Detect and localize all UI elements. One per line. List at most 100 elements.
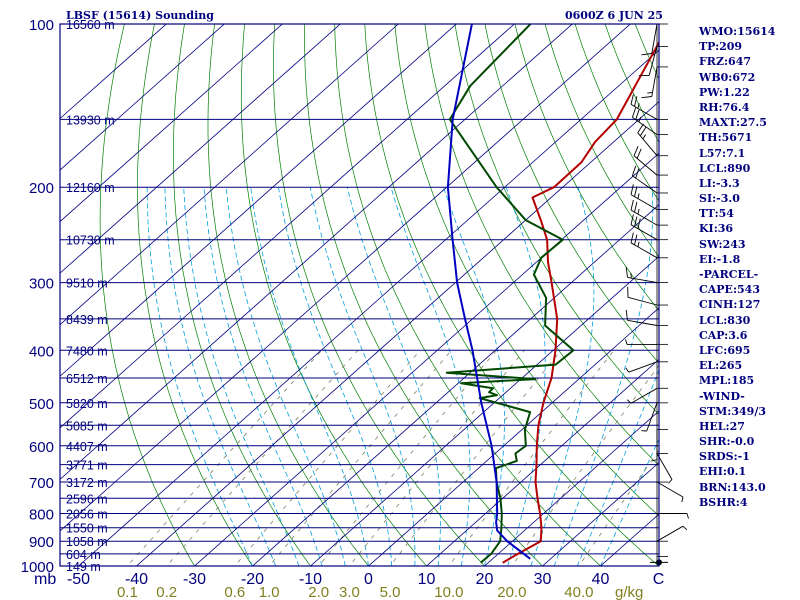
stat-item: WB0:672 <box>699 70 756 84</box>
moist-adiabat-line <box>275 565 277 566</box>
height-label: 5085 m <box>66 419 108 433</box>
stat-item: EI:-1.8 <box>699 252 741 266</box>
isotherm-line <box>60 24 515 429</box>
wind-barb <box>637 123 658 156</box>
pressure-tick-label: 300 <box>29 276 54 293</box>
temperature-tick-label: -10 <box>299 571 322 588</box>
temperature-tick-label: 20 <box>476 571 494 588</box>
stat-item: BRN:143.0 <box>699 480 766 494</box>
parcel-trace <box>446 24 531 560</box>
height-labels: 16560 m 13930 m 12160 m 10730 m 9510 m 8439 m… <box>66 18 115 574</box>
pressure-tick-label: 500 <box>29 396 54 413</box>
pressure-tick-label: 1000 <box>21 559 54 576</box>
height-label: 149 m <box>66 560 101 574</box>
stat-item: BSHR:4 <box>699 495 748 509</box>
isotherms <box>60 24 659 566</box>
stat-item: MAXT:27.5 <box>699 116 767 130</box>
isotherm-line <box>541 461 659 566</box>
stat-item: WMO:15614 <box>699 25 776 38</box>
mixing-ratio-label: 40.0 <box>564 584 593 600</box>
moist-adiabat-line <box>250 187 369 566</box>
isotherm-line <box>77 49 659 566</box>
plot-background <box>60 24 659 566</box>
stat-item: STM:349/3 <box>699 404 766 418</box>
wind-barb <box>626 387 658 404</box>
isotherm-line <box>425 358 659 566</box>
stat-item: -WIND- <box>699 389 745 403</box>
wind-barb <box>630 232 658 259</box>
temperature-tick-label: 30 <box>534 571 552 588</box>
wind-barb <box>651 429 658 462</box>
stat-item: EHI:0.1 <box>699 465 747 479</box>
mixing-ratio-label: 0.6 <box>224 584 245 600</box>
wind-barb <box>625 339 657 345</box>
index-list: WMO:15614 TP:209 FRZ:647 WB0:672 PW:1.22 RH:7… <box>699 24 799 510</box>
height-label: 4407 m <box>66 440 108 454</box>
isotherm-line <box>483 410 659 566</box>
wind-barb <box>638 46 658 77</box>
mixing-ratio-labels: 0.1 0.2 0.6 1.0 2.0 3.0 5.0 10.0 20.0 40.0 g/kg <box>117 584 643 600</box>
stat-item: LCL:830 <box>699 313 751 327</box>
mixing-ratio-line <box>448 350 615 566</box>
moist-adiabat-line <box>391 565 393 566</box>
pressure-tick-label: 700 <box>29 475 54 492</box>
isotherm-line <box>60 24 225 171</box>
pressure-labels: 100 200 300 400 500 600 700 800 900 1000 <box>21 17 54 576</box>
temperature-tick-label: -50 <box>67 571 90 588</box>
wind-barb <box>641 23 658 56</box>
temperature-tick-label: 0 <box>364 571 373 588</box>
isotherm-line <box>309 255 659 566</box>
wind-barb <box>625 361 658 373</box>
height-label: 7480 m <box>66 344 108 358</box>
height-label: 12160 m <box>66 181 115 195</box>
pressure-tick-label: 600 <box>29 439 54 456</box>
moist-adiabat-line <box>437 565 439 566</box>
wind-barb <box>641 66 658 99</box>
height-label: 10730 m <box>66 234 115 248</box>
temperature-tick-label: -30 <box>183 571 206 588</box>
temperature-tick-label: -40 <box>125 571 148 588</box>
moist-adiabat-line <box>530 187 595 566</box>
plot-frame <box>59 23 660 567</box>
wind-barb <box>630 184 658 210</box>
isotherm-line <box>60 24 631 532</box>
pressure-tick-label: 400 <box>29 343 54 360</box>
stat-item: LFC:695 <box>699 343 751 357</box>
stat-item: CAP:3.6 <box>699 328 748 342</box>
moist-adiabat-line <box>530 565 531 566</box>
mixing-ratio-line <box>578 449 659 566</box>
moist-adiabat-line <box>345 565 346 566</box>
wind-barb <box>630 199 658 226</box>
height-label: 9510 m <box>66 277 108 291</box>
mixing-ratio-line <box>234 350 421 566</box>
isotherm-line <box>60 24 283 223</box>
wind-profile <box>625 23 689 566</box>
wind-barb <box>633 146 658 176</box>
height-label: 3771 m <box>66 459 108 473</box>
height-label: 16560 m <box>66 18 115 32</box>
temperature-tick-label: 10 <box>418 571 436 588</box>
mixing-ratio-label: 0.1 <box>117 584 138 600</box>
stat-item: TP:209 <box>699 40 743 54</box>
valid-time: 0600Z 6 JUN 25 <box>565 9 663 22</box>
mixing-ratio-label: 5.0 <box>380 584 401 600</box>
temperature-tick-label: -20 <box>241 571 264 588</box>
stat-item: CINH:127 <box>699 298 761 312</box>
wind-barb <box>641 402 658 432</box>
wind-barb <box>625 309 658 326</box>
wind-barb <box>630 94 658 120</box>
pressure-tick-label: 900 <box>29 534 54 551</box>
height-label: 5820 m <box>66 397 108 411</box>
moist-adiabat-line <box>576 565 578 566</box>
mixing-ratio-label: 10.0 <box>434 584 463 600</box>
moist-adiabat-line <box>507 565 508 566</box>
height-label: 2056 m <box>66 508 108 522</box>
wind-barb <box>656 525 688 542</box>
pressure-unit-label: mb <box>34 571 56 588</box>
station-title: LBSF (15614) Sounding <box>66 9 214 22</box>
height-label: 2596 m <box>66 492 108 506</box>
mixing-ratio-label: 1.0 <box>259 584 280 600</box>
wind-barb <box>627 286 658 306</box>
stat-item: MPL:185 <box>699 374 755 388</box>
